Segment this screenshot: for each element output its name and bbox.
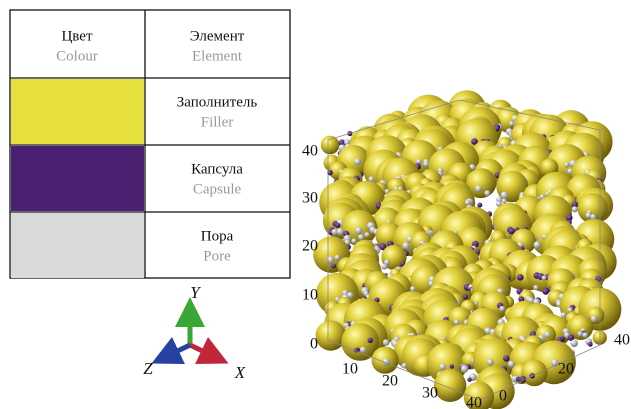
- colour-swatch: [11, 146, 144, 211]
- front-tick: 30: [422, 385, 438, 402]
- sphere: [351, 238, 356, 243]
- figure: Цвет Colour Элемент Element Y Z X Заполн…: [0, 0, 631, 409]
- triad-y: Y: [190, 283, 201, 302]
- sphere: [521, 360, 547, 386]
- sphere: [402, 363, 408, 369]
- sphere: [402, 242, 410, 250]
- triad-x: X: [234, 363, 246, 382]
- sphere: [465, 200, 471, 206]
- triad-z: Z: [143, 359, 153, 378]
- element-ru: Капсула: [191, 161, 243, 177]
- sphere: [582, 332, 588, 338]
- colour-swatch: [11, 213, 144, 278]
- sphere: [588, 342, 593, 347]
- sphere: [475, 185, 482, 192]
- sphere: [508, 361, 515, 368]
- sphere: [561, 312, 567, 318]
- sphere: [542, 276, 547, 281]
- sphere: [335, 255, 341, 261]
- sphere: [545, 332, 551, 338]
- vertical-tick: 10: [302, 287, 318, 304]
- packing-render: [313, 90, 621, 409]
- sphere: [503, 355, 509, 361]
- element-en: Filler: [201, 114, 234, 130]
- front-tick: 20: [382, 373, 398, 390]
- element-en: Pore: [203, 248, 231, 264]
- sphere: [368, 338, 373, 343]
- sphere: [484, 190, 490, 196]
- element-ru: Заполнитель: [177, 94, 258, 110]
- sphere: [439, 364, 446, 371]
- sphere: [321, 136, 340, 155]
- sphere: [335, 223, 340, 228]
- sphere: [381, 264, 387, 270]
- sphere: [564, 162, 569, 167]
- header-colour-en: Colour: [56, 48, 98, 64]
- sphere: [364, 232, 369, 237]
- sphere: [331, 264, 336, 269]
- vertical-tick: 0: [310, 336, 318, 353]
- sphere: [410, 286, 416, 292]
- sphere: [383, 339, 390, 346]
- sphere: [499, 306, 505, 312]
- sphere: [337, 228, 344, 235]
- header-element-ru: Элемент: [190, 28, 245, 44]
- side-tick: 40: [614, 332, 630, 349]
- sphere: [360, 347, 366, 353]
- sphere: [533, 285, 538, 290]
- colour-swatch: [11, 79, 144, 144]
- header-element-en: Element: [192, 48, 243, 64]
- sphere: [434, 369, 467, 402]
- vertical-tick: 20: [302, 238, 318, 255]
- sphere: [534, 241, 541, 248]
- side-tick: 0: [499, 388, 507, 405]
- sphere: [354, 158, 361, 165]
- sphere: [542, 288, 549, 295]
- side-tick: 20: [558, 361, 574, 378]
- front-tick: 10: [342, 361, 358, 378]
- sphere: [467, 378, 471, 382]
- sphere: [423, 161, 429, 167]
- sphere: [461, 365, 469, 373]
- sphere: [570, 340, 578, 348]
- element-en: Capsule: [193, 181, 242, 197]
- axes-triad: [165, 312, 215, 357]
- sphere: [572, 206, 578, 212]
- sphere: [517, 274, 524, 281]
- header-colour-ru: Цвет: [61, 28, 92, 44]
- sphere: [358, 234, 364, 240]
- sphere: [316, 320, 346, 350]
- page: Цвет Colour Элемент Element Y Z X Заполн…: [0, 0, 631, 409]
- sphere: [355, 227, 363, 235]
- front-tick: 40: [466, 395, 482, 409]
- vertical-tick: 30: [302, 190, 318, 207]
- sphere: [487, 359, 494, 366]
- sphere: [591, 316, 598, 323]
- sphere: [502, 199, 507, 204]
- element-ru: Пора: [201, 228, 234, 244]
- vertical-tick: 40: [302, 143, 318, 160]
- sphere: [450, 364, 454, 368]
- sphere: [501, 191, 509, 199]
- sphere: [477, 203, 482, 208]
- sphere: [577, 331, 582, 336]
